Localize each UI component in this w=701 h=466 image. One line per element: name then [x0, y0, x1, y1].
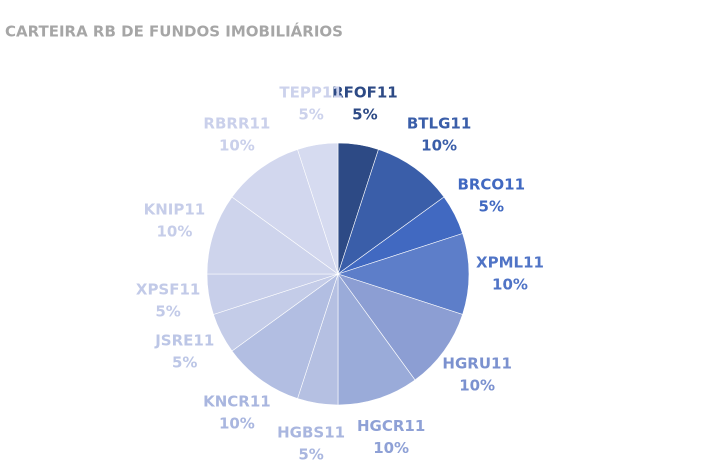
slice-value: 10%	[492, 276, 528, 294]
slice-label: KNCR11	[203, 393, 271, 411]
slice-value: 5%	[155, 302, 180, 320]
slice-label: XPML11	[476, 254, 544, 272]
pie-slice	[337, 273, 463, 381]
slice-label: XPSF11	[136, 280, 200, 298]
slice-label: JSRE11	[154, 332, 214, 350]
slice-label: RBRR11	[203, 114, 270, 132]
slice-value: 10%	[219, 136, 255, 154]
slice-label: HGBS11	[277, 423, 345, 441]
slice-label: BTLG11	[407, 114, 471, 132]
slice-label: KNIP11	[144, 200, 206, 218]
slice-value: 10%	[373, 439, 409, 457]
slice-label: TEPP11	[279, 84, 342, 102]
slice-label: BRCO11	[457, 175, 525, 193]
slice-value: 5%	[298, 106, 323, 124]
slice-label: HGCR11	[357, 417, 425, 435]
pie-slice	[231, 273, 339, 399]
pie-slice	[297, 142, 339, 275]
pie-slice	[231, 149, 339, 275]
slice-value: 10%	[459, 377, 495, 395]
chart-title: CARTEIRA RB DE FUNDOS IMOBILIÁRIOS	[5, 22, 343, 41]
pie-slice	[206, 196, 339, 275]
slice-value: 5%	[479, 197, 504, 215]
slice-value: 5%	[172, 354, 197, 372]
slice-value: 5%	[352, 106, 377, 124]
slice-label: HGRU11	[442, 355, 511, 373]
pie-slice	[337, 233, 470, 315]
slice-value: 10%	[156, 222, 192, 240]
slice-label: RFOF11	[332, 84, 398, 102]
pie-slice	[337, 149, 445, 275]
pie-slice	[337, 273, 416, 406]
slice-value: 5%	[298, 445, 323, 463]
slice-value: 10%	[219, 415, 255, 433]
slice-value: 10%	[421, 136, 457, 154]
